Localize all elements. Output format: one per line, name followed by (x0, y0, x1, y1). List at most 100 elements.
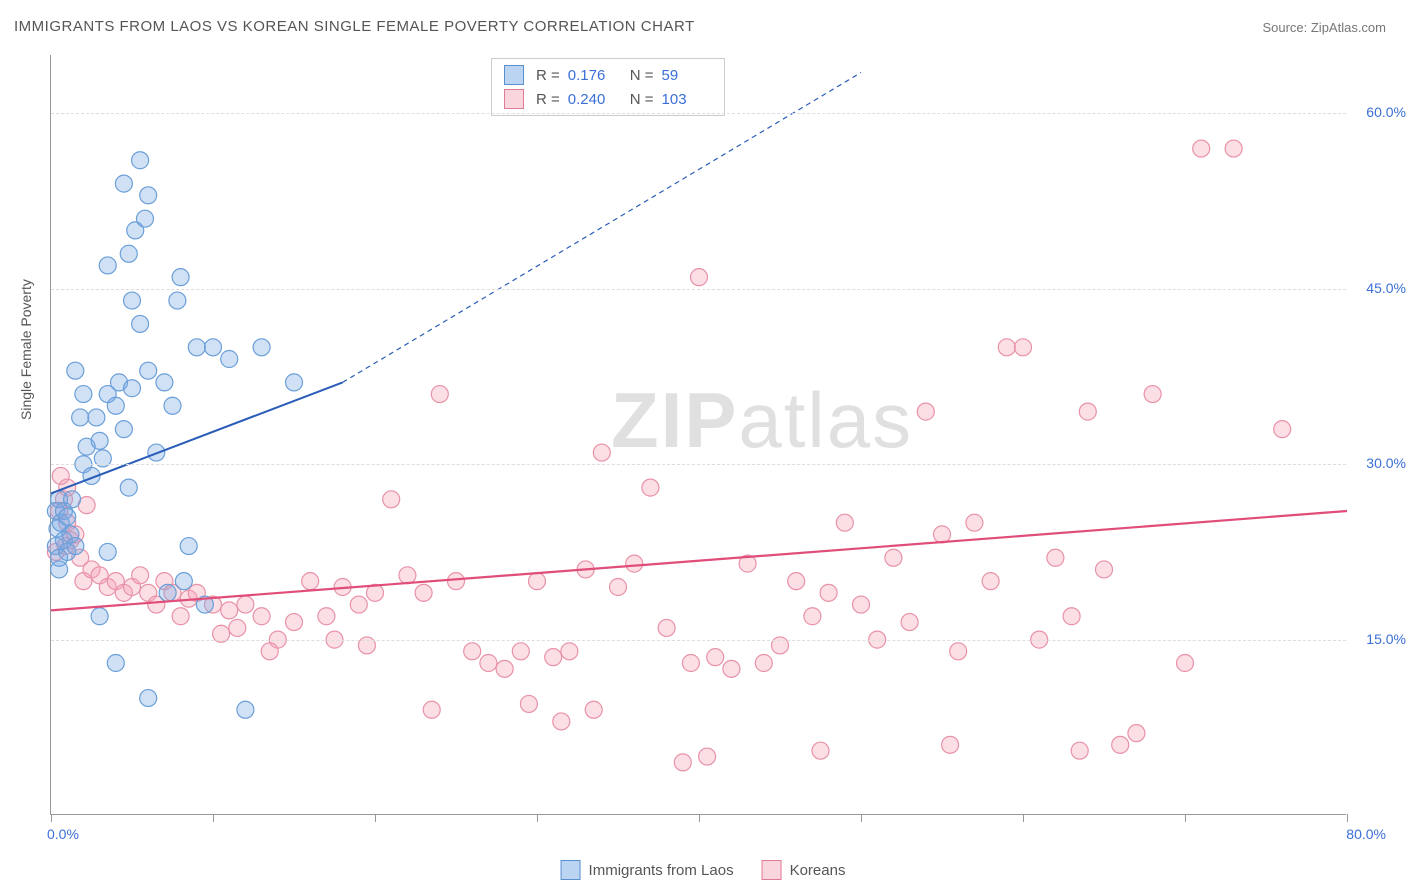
data-point (136, 210, 153, 227)
data-point (383, 491, 400, 508)
r-label: R = (536, 67, 560, 84)
data-point (642, 479, 659, 496)
data-point (423, 701, 440, 718)
data-point (205, 339, 222, 356)
data-point (934, 526, 951, 543)
data-point (180, 538, 197, 555)
data-point (115, 175, 132, 192)
r-value-blue: 0.176 (568, 67, 618, 84)
n-value-pink: 103 (662, 91, 712, 108)
data-point (140, 362, 157, 379)
legend-row-pink: R = 0.240 N = 103 (504, 87, 712, 111)
data-point (286, 614, 303, 631)
data-point (107, 655, 124, 672)
data-point (626, 555, 643, 572)
data-point (529, 573, 546, 590)
data-point (75, 386, 92, 403)
scatter-plot-svg (51, 55, 1346, 814)
r-value-pink: 0.240 (568, 91, 618, 108)
data-point (221, 602, 238, 619)
n-label: N = (630, 91, 654, 108)
gridline (51, 640, 1346, 641)
data-point (237, 701, 254, 718)
data-point (91, 432, 108, 449)
data-point (464, 643, 481, 660)
data-point (682, 655, 699, 672)
data-point (820, 584, 837, 601)
data-point (261, 643, 278, 660)
data-point (64, 491, 81, 508)
trend-line (51, 511, 1347, 610)
y-tick-label: 60.0% (1351, 104, 1406, 120)
data-point (812, 742, 829, 759)
data-point (67, 362, 84, 379)
data-point (172, 269, 189, 286)
data-point (302, 573, 319, 590)
data-point (1128, 725, 1145, 742)
data-point (512, 643, 529, 660)
data-point (1096, 561, 1113, 578)
gridline (51, 464, 1346, 465)
data-point (496, 660, 513, 677)
y-axis-label: Single Female Poverty (18, 279, 34, 420)
data-point (99, 257, 116, 274)
n-value-blue: 59 (662, 67, 712, 84)
data-point (448, 573, 465, 590)
data-point (1112, 736, 1129, 753)
data-point (99, 543, 116, 560)
data-point (674, 754, 691, 771)
data-point (229, 619, 246, 636)
data-point (175, 573, 192, 590)
data-point (707, 649, 724, 666)
data-point (120, 479, 137, 496)
legend-label-pink: Koreans (790, 862, 846, 879)
x-tick (537, 814, 538, 822)
data-point (885, 549, 902, 566)
gridline (51, 113, 1346, 114)
y-tick-label: 45.0% (1351, 280, 1406, 296)
data-point (1144, 386, 1161, 403)
source-attribution: Source: ZipAtlas.com (1262, 20, 1386, 35)
source-prefix: Source: (1262, 20, 1310, 35)
data-point (188, 339, 205, 356)
legend-item-pink: Koreans (762, 860, 846, 880)
data-point (1225, 140, 1242, 157)
data-point (172, 608, 189, 625)
legend-item-blue: Immigrants from Laos (561, 860, 734, 880)
data-point (1274, 421, 1291, 438)
data-point (318, 608, 335, 625)
data-point (120, 245, 137, 262)
data-point (917, 403, 934, 420)
data-point (132, 315, 149, 332)
trend-line (343, 73, 861, 383)
data-point (132, 152, 149, 169)
data-point (140, 690, 157, 707)
data-point (164, 397, 181, 414)
data-point (836, 514, 853, 531)
data-point (553, 713, 570, 730)
data-point (901, 614, 918, 631)
data-point (431, 386, 448, 403)
x-tick-label-left: 0.0% (47, 826, 79, 842)
data-point (399, 567, 416, 584)
data-point (950, 643, 967, 660)
data-point (723, 660, 740, 677)
chart-title: IMMIGRANTS FROM LAOS VS KOREAN SINGLE FE… (14, 18, 695, 35)
r-label: R = (536, 91, 560, 108)
data-point (140, 187, 157, 204)
x-tick (1023, 814, 1024, 822)
data-point (853, 596, 870, 613)
data-point (966, 514, 983, 531)
y-tick-label: 30.0% (1351, 455, 1406, 471)
data-point (115, 421, 132, 438)
x-tick (375, 814, 376, 822)
data-point (253, 339, 270, 356)
gridline (51, 289, 1346, 290)
data-point (942, 736, 959, 753)
chart-plot-area: R = 0.176 N = 59 R = 0.240 N = 103 ZIPat… (50, 55, 1346, 815)
data-point (253, 608, 270, 625)
data-point (593, 444, 610, 461)
data-point (124, 380, 141, 397)
stats-legend: R = 0.176 N = 59 R = 0.240 N = 103 (491, 58, 725, 116)
data-point (1047, 549, 1064, 566)
